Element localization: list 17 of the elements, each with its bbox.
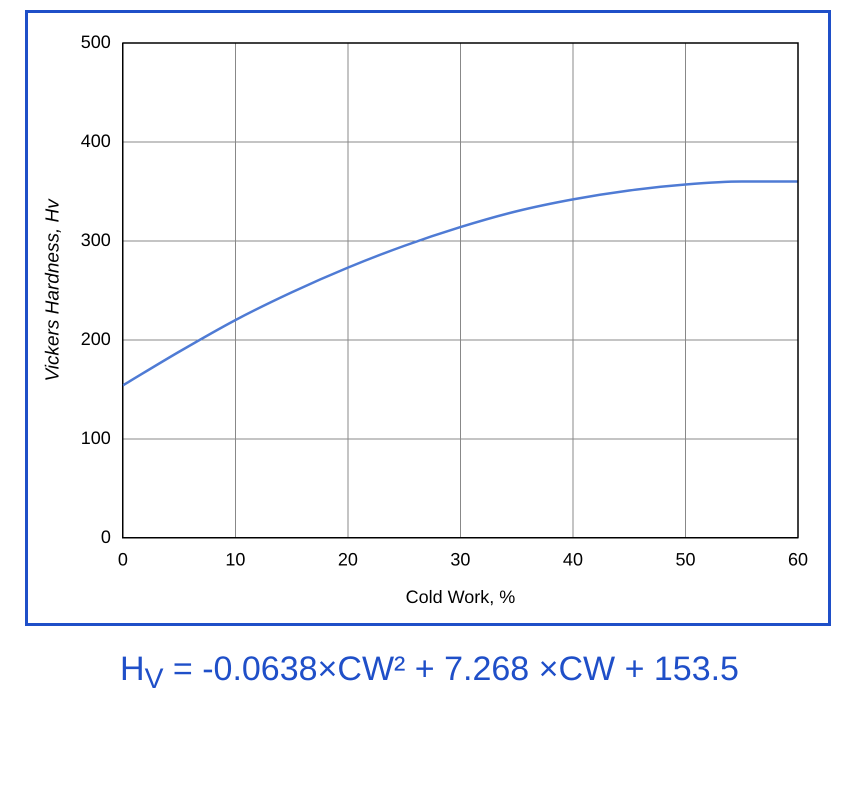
y-axis-title: Vickers Hardness, Hv (42, 198, 64, 382)
y-tick-label: 0 (100, 526, 111, 547)
y-tick-label: 200 (80, 328, 111, 349)
x-tick-label: 50 (675, 550, 696, 570)
x-tick-label: 30 (450, 550, 470, 570)
text: H$_{V}$ = -0.0638×CW² + 7.268 ×CW + 153.5 (120, 650, 739, 696)
y-tick-label: 100 (80, 428, 111, 448)
x-tick-label: 0 (118, 550, 128, 570)
x-axis-title: Cold Work, % (406, 587, 516, 608)
line-series (122, 180, 798, 387)
y-tick-label: 500 (80, 32, 111, 52)
x-tick-label: 10 (225, 550, 246, 570)
x-tick-label: 20 (338, 550, 358, 570)
y-tick-label: 300 (80, 230, 111, 250)
x-tick-label: 60 (788, 550, 808, 570)
x-tick-label: 40 (562, 550, 583, 570)
y-tick-label: 400 (80, 130, 111, 151)
